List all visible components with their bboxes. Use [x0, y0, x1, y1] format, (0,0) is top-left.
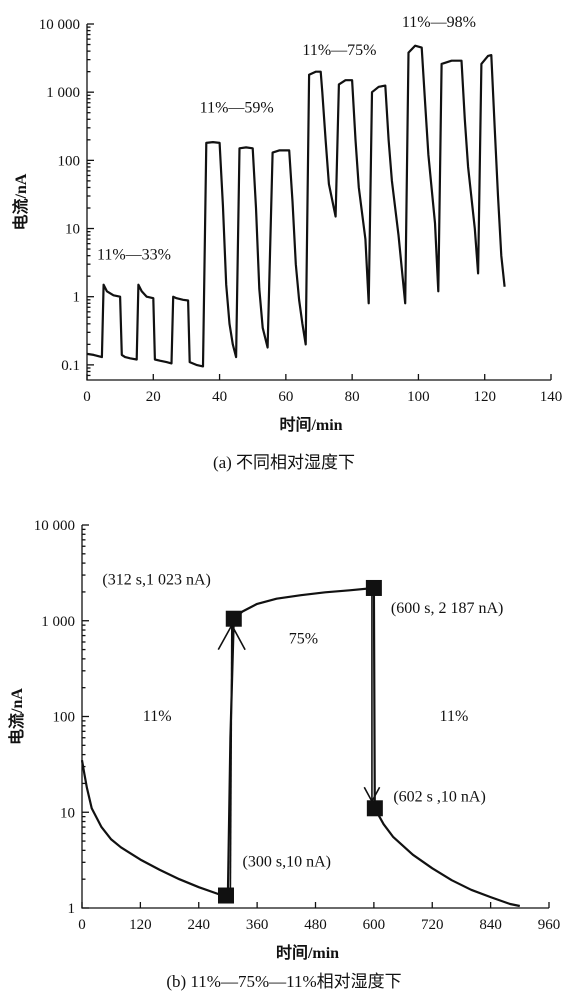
x-axis-label: 时间/min — [279, 415, 342, 434]
y-axis-label: 电流/nA — [7, 688, 26, 745]
arrow-shaft — [229, 625, 233, 892]
annotation: (312 s,1 023 nA) — [102, 571, 210, 588]
x-tick-label: 120 — [129, 917, 152, 933]
y-tick-label: 1 000 — [46, 85, 80, 101]
y-tick-label: 10 000 — [39, 17, 80, 33]
y-tick-label: 10 000 — [34, 518, 75, 534]
x-tick-label: 40 — [212, 389, 227, 405]
x-tick-label: 0 — [78, 917, 86, 933]
x-tick-label: 960 — [538, 917, 561, 933]
y-axis-label: 电流/nA — [11, 173, 30, 230]
data-marker — [366, 800, 383, 817]
y-tick-label: 100 — [53, 710, 76, 726]
data-marker — [225, 610, 242, 627]
annotation: (602 s ,10 nA) — [393, 788, 485, 805]
x-tick-label: 80 — [345, 389, 360, 405]
x-tick-label: 840 — [479, 917, 502, 933]
x-tick-label: 120 — [473, 389, 496, 405]
data-marker — [217, 887, 234, 904]
y-tick-label: 1 — [68, 901, 76, 917]
x-tick-label: 240 — [188, 917, 211, 933]
y-tick-label: 10 — [60, 805, 75, 821]
x-tick-label: 100 — [407, 389, 430, 405]
series-line — [86, 44, 506, 368]
annotation: 11%—75% — [302, 42, 376, 59]
chart-caption: (b) 11%—75%—11%相对湿度下 — [166, 972, 401, 991]
chart-a: 0 20 40 60 80 100 120 140 0.1 1 10 100 1 000 10 000 时间… — [11, 14, 562, 472]
x-tick-label: 0 — [83, 389, 91, 405]
annotation: 75% — [289, 630, 318, 647]
annotation: 11%—33% — [97, 247, 171, 264]
y-tick-label: 10 — [65, 222, 80, 238]
annotation: (300 s,10 nA) — [243, 854, 331, 871]
x-tick-label: 20 — [146, 389, 161, 405]
annotation: 11% — [143, 708, 172, 725]
y-tick-label: 100 — [58, 153, 81, 169]
x-tick-label: 140 — [540, 389, 563, 405]
annotation: (600 s, 2 187 nA) — [391, 600, 503, 617]
series-line — [80, 586, 521, 908]
x-tick-label: 360 — [246, 917, 269, 933]
annotation: 11% — [440, 708, 469, 725]
x-axis-label: 时间/min — [276, 943, 339, 962]
x-tick-label: 480 — [304, 917, 327, 933]
y-tick-label: 1 000 — [41, 614, 75, 630]
y-tick-label: 1 — [73, 290, 81, 306]
chart-caption: (a) 不同相对湿度下 — [213, 453, 355, 472]
y-tick-label: 0.1 — [61, 358, 80, 374]
annotation: 11%—59% — [200, 100, 274, 117]
x-tick-label: 60 — [278, 389, 293, 405]
x-tick-label: 720 — [421, 917, 444, 933]
data-marker — [365, 579, 382, 596]
chart-b: 0 120 240 360 480 600 720 840 960 1 10 100 1 000 10 0… — [7, 518, 560, 991]
annotation: 11%—98% — [402, 14, 476, 31]
x-tick-label: 600 — [363, 917, 386, 933]
